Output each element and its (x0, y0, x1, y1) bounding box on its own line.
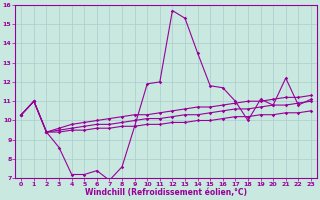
X-axis label: Windchill (Refroidissement éolien,°C): Windchill (Refroidissement éolien,°C) (85, 188, 247, 197)
